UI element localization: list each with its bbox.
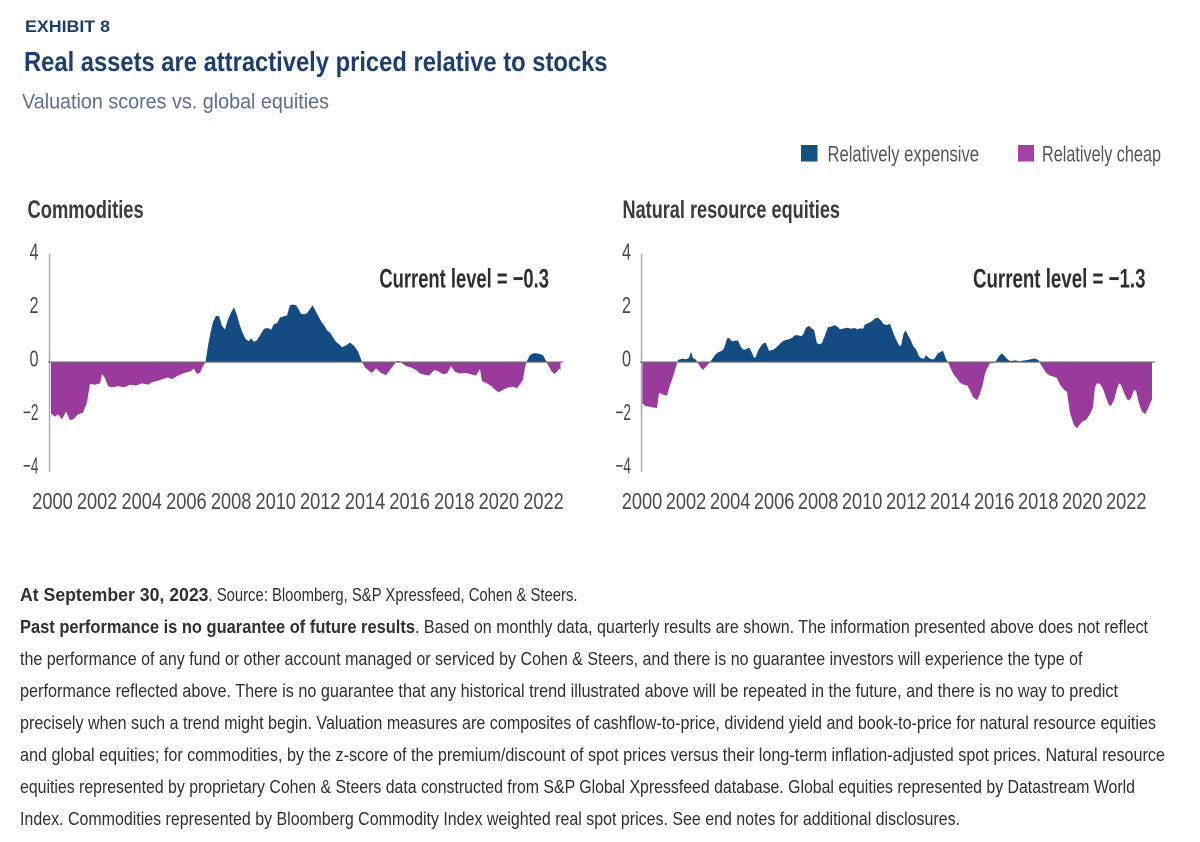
svg-text:2004: 2004 [710,488,751,514]
svg-text:−2: −2 [23,399,39,425]
svg-text:2012: 2012 [300,488,341,514]
svg-text:Relatively cheap: Relatively cheap [1042,142,1161,167]
svg-text:2006: 2006 [166,488,207,514]
svg-text:Current level = −0.3: Current level = −0.3 [379,264,549,294]
svg-text:precisely when such a trend mi: precisely when such a trend might begin.… [20,712,1156,733]
svg-text:−4: −4 [23,453,39,479]
svg-text:2018: 2018 [1018,488,1059,514]
svg-text:2008: 2008 [798,488,839,514]
svg-text:−2: −2 [616,399,632,425]
svg-text:4: 4 [30,239,39,265]
svg-text:2010: 2010 [255,488,296,514]
svg-text:2016: 2016 [389,488,430,514]
svg-text:equities represented by propri: equities represented by proprietary Cohe… [20,776,1135,797]
svg-text:0: 0 [30,346,39,372]
svg-text:Current level = −1.3: Current level = −1.3 [973,264,1146,294]
svg-text:4: 4 [622,239,631,265]
svg-text:2004: 2004 [122,488,163,514]
svg-text:2000: 2000 [32,488,73,514]
svg-text:2012: 2012 [886,488,927,514]
svg-text:2002: 2002 [77,488,118,514]
svg-text:2000: 2000 [622,488,663,514]
svg-text:Index. Commodities represented: Index. Commodities represented by Bloomb… [20,808,960,829]
svg-text:. Source: Bloomberg, S&P Xpres: . Source: Bloomberg, S&P Xpressfeed, Coh… [209,584,578,605]
svg-text:2010: 2010 [842,488,883,514]
svg-text:Past performance is no guarant: Past performance is no guarantee of futu… [20,616,415,637]
svg-text:Natural resource equities: Natural resource equities [623,196,841,224]
svg-text:Relatively expensive: Relatively expensive [828,142,980,167]
svg-text:2020: 2020 [1062,488,1103,514]
svg-text:2020: 2020 [479,488,520,514]
svg-text:Real assets are attractively p: Real assets are attractively priced rela… [24,46,608,77]
svg-text:2022: 2022 [523,488,564,514]
svg-text:Commodities: Commodities [28,196,144,224]
svg-text:2018: 2018 [434,488,475,514]
svg-text:Valuation scores vs. global eq: Valuation scores vs. global equities [22,91,329,114]
svg-text:2: 2 [622,292,631,318]
svg-text:0: 0 [622,346,631,372]
svg-text:2016: 2016 [974,488,1015,514]
svg-text:2022: 2022 [1106,488,1147,514]
svg-text:the performance of any fund or: the performance of any fund or other acc… [20,648,1083,669]
svg-text:performance reflected above. T: performance reflected above. There is no… [20,680,1118,701]
svg-text:2006: 2006 [754,488,795,514]
svg-text:EXHIBIT 8: EXHIBIT 8 [25,17,110,36]
svg-text:and global equities; for commo: and global equities; for commodities, by… [20,744,1165,765]
svg-text:2008: 2008 [211,488,252,514]
svg-text:2: 2 [30,292,39,318]
svg-text:. Based on monthly data, quart: . Based on monthly data, quarterly resul… [415,616,1148,637]
svg-text:2014: 2014 [345,488,386,514]
svg-text:2002: 2002 [666,488,707,514]
svg-text:At September 30, 2023: At September 30, 2023 [20,584,209,605]
svg-text:−4: −4 [616,453,632,479]
svg-text:2014: 2014 [930,488,971,514]
